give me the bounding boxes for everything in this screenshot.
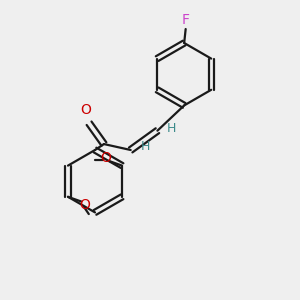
- Text: H: H: [167, 122, 177, 135]
- Text: O: O: [79, 198, 90, 212]
- Text: O: O: [80, 103, 91, 117]
- Text: F: F: [182, 13, 190, 27]
- Text: O: O: [100, 151, 111, 165]
- Text: H: H: [140, 140, 150, 153]
